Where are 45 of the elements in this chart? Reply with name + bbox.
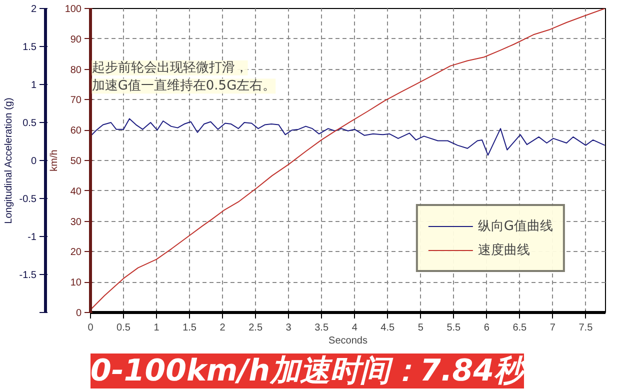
line-series: [90, 118, 606, 156]
y-tick-label: 0: [30, 156, 37, 167]
x-tick-label: 1: [154, 322, 160, 334]
y2-axis-title: km/h: [48, 150, 60, 172]
y-tick-label: -0.5: [19, 194, 37, 205]
x-tick-label: 5: [418, 322, 424, 334]
y-tick-label: 2: [30, 4, 37, 15]
y-tick-label: 1: [30, 80, 37, 91]
legend-label: 纵向G值曲线: [478, 218, 553, 235]
y-tick-label: -1.5: [19, 270, 37, 281]
x-tick-label: 2.5: [248, 322, 263, 334]
y2-tick-label: 90: [70, 34, 82, 46]
x-tick-label: 0.5: [116, 322, 131, 334]
y2-tick-label: 20: [70, 247, 82, 258]
x-tick-label: 0: [88, 322, 94, 334]
y2-tick-label: 80: [70, 64, 82, 76]
x-tick-label: 7.5: [578, 322, 594, 334]
y2-tick-label: 50: [70, 156, 82, 167]
x-tick-label: 5.5: [446, 322, 462, 334]
x-tick-label: 2: [220, 322, 226, 334]
x-tick-label: 3: [286, 322, 292, 334]
text: 0-100km/h加速时间：7.84秒: [90, 354, 528, 388]
y2-tick-label: 100: [64, 4, 82, 15]
y2-tick-label: 0: [76, 308, 82, 319]
x-tick-label: 3.5: [314, 322, 329, 334]
y2-tick-label: 10: [70, 278, 82, 289]
x-tick-label: 1.5: [182, 322, 197, 334]
y2-tick-label: 30: [70, 216, 82, 228]
x-tick-label: 4: [352, 322, 358, 334]
y2-tick-label: 60: [70, 126, 82, 137]
line-series: [90, 8, 606, 310]
annotation: 加速G值一直维持在0.5G左右。: [92, 78, 276, 94]
y-axis-title: Longitudinal Acceleration (g): [3, 98, 14, 224]
x-tick-label: 6.5: [512, 322, 528, 334]
x-tick-label: 4.5: [380, 322, 396, 334]
x-tick-label: 7: [550, 322, 556, 334]
x-axis-title: Seconds: [328, 336, 368, 346]
y2-tick-label: 40: [70, 186, 82, 198]
annotation: 起步前轮会出现轻微打滑，: [92, 60, 248, 76]
y2-tick-label: 70: [70, 95, 82, 106]
y-tick-label: 0.5: [22, 118, 37, 129]
y-tick-label: 1.5: [22, 42, 37, 53]
legend-label: 速度曲线: [478, 242, 530, 259]
y-tick-label: -1: [28, 232, 37, 243]
x-tick-label: 6: [484, 322, 490, 334]
